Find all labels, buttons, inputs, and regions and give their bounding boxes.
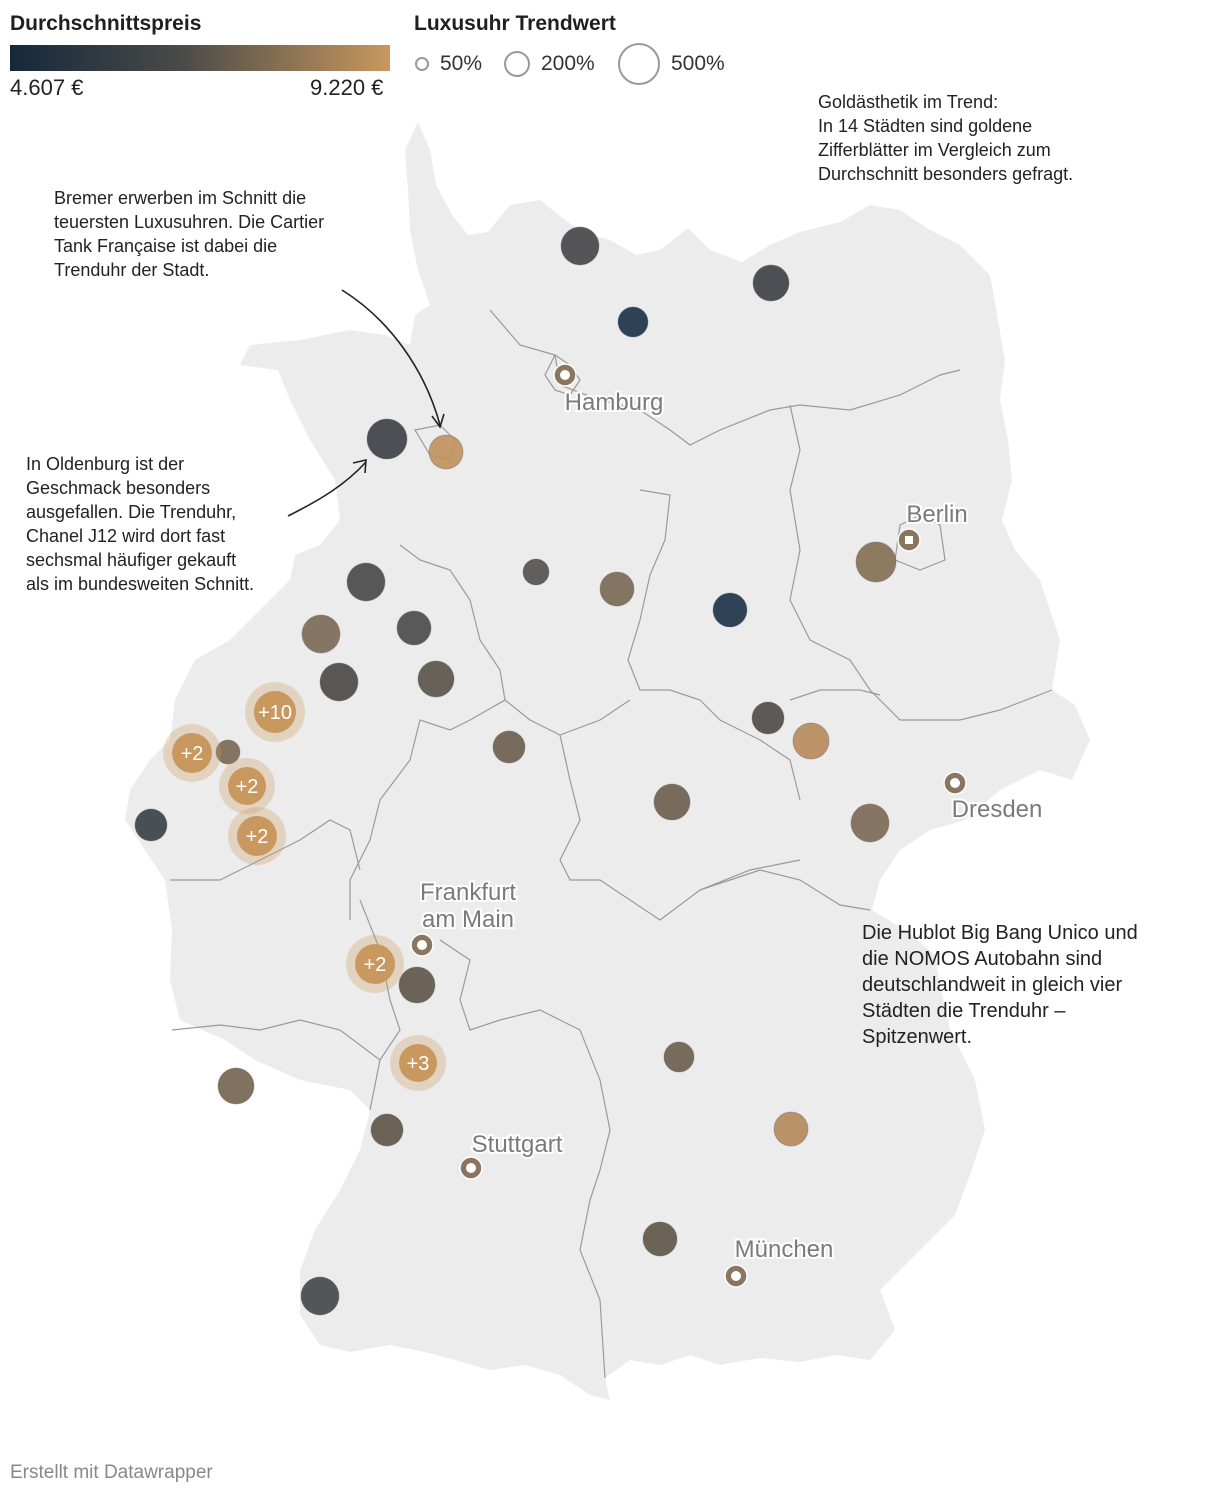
data-point-12 xyxy=(396,610,432,646)
annotation-arrow-bremen xyxy=(341,289,441,426)
size-legend-label-medium: 200% xyxy=(541,52,595,75)
annotation-hublot: Die Hublot Big Bang Unico und die NOMOS … xyxy=(862,922,1138,1048)
annotation-arrow-oldenburg xyxy=(287,461,367,517)
data-point-9 xyxy=(712,592,748,628)
data-point-15 xyxy=(751,701,785,735)
city-label-frankfurt-2: am Main xyxy=(422,906,514,933)
data-point-25 xyxy=(217,1067,255,1105)
size-legend-circle-medium xyxy=(504,51,530,77)
size-legend-label-small: 50% xyxy=(440,52,483,75)
data-point-23 xyxy=(663,1041,695,1073)
data-point-24 xyxy=(773,1111,809,1147)
data-point-27 xyxy=(642,1221,678,1257)
city-marker-center-münchen xyxy=(731,1271,741,1281)
data-point-4 xyxy=(366,418,408,460)
cluster-label-1: +10 xyxy=(258,702,292,724)
size-legend-label-large: 500% xyxy=(671,52,725,75)
color-legend-min: 4.607 € xyxy=(10,75,84,100)
annotation-oldenburg: In Oldenburg ist der Geschmack besonders… xyxy=(26,454,255,594)
data-point-21 xyxy=(850,803,890,843)
annotation-arrowhead-bremen xyxy=(431,413,445,429)
cluster-label-3: +2 xyxy=(236,776,259,798)
germany-land xyxy=(125,122,1090,1400)
cluster-circle-6 xyxy=(399,1044,437,1082)
cluster-label-4: +2 xyxy=(246,826,269,848)
cluster-label-5: +2 xyxy=(364,954,387,976)
size-legend-circle-small xyxy=(415,57,429,71)
data-point-17 xyxy=(492,730,526,764)
data-point-16 xyxy=(792,722,830,760)
city-label-münchen: München xyxy=(735,1236,834,1263)
footer-credit: Erstellt mit Datawrapper xyxy=(10,1462,213,1483)
city-marker-center-berlin xyxy=(905,536,913,544)
data-point-11 xyxy=(301,614,341,654)
data-point-26 xyxy=(370,1113,404,1147)
city-marker-center-frankfurt xyxy=(417,940,427,950)
city-label-dresden: Dresden xyxy=(952,796,1043,823)
data-point-7 xyxy=(522,558,550,586)
size-legend-title: Luxusuhr Trendwert xyxy=(414,12,616,35)
city-label-berlin: Berlin xyxy=(906,501,967,528)
data-point-20 xyxy=(653,783,691,821)
cluster-circle-3 xyxy=(228,767,266,805)
color-legend-max: 9.220 € xyxy=(310,75,384,100)
annotation-arrowhead-oldenburg xyxy=(352,458,367,474)
color-legend-title: Durchschnittspreis xyxy=(10,12,202,35)
data-point-22 xyxy=(398,966,436,1004)
data-point-28 xyxy=(300,1276,340,1316)
data-point-13 xyxy=(319,662,359,702)
color-gradient-bar xyxy=(10,45,390,71)
cluster-label-6: +3 xyxy=(407,1053,430,1075)
data-point-19 xyxy=(134,808,168,842)
city-marker-center-hamburg xyxy=(560,370,570,380)
data-point-8 xyxy=(599,571,635,607)
city-marker-center-stuttgart xyxy=(466,1163,476,1173)
city-label-frankfurt-1: Frankfurt xyxy=(420,879,516,906)
cluster-label-2: +2 xyxy=(181,743,204,765)
data-point-2 xyxy=(752,264,790,302)
annotation-bremen: Bremer erwerben im Schnitt die teuersten… xyxy=(54,188,325,280)
cluster-circle-2 xyxy=(172,733,212,773)
city-label-hamburg: Hamburg xyxy=(565,389,664,416)
data-point-3 xyxy=(617,306,649,338)
cluster-circle-5 xyxy=(355,944,395,984)
state-borders xyxy=(170,309,1053,1379)
size-legend-circle-large xyxy=(618,43,660,85)
data-point-6 xyxy=(346,562,386,602)
data-point-18 xyxy=(215,739,241,765)
data-point-5 xyxy=(428,434,464,470)
city-marker-center-dresden xyxy=(950,778,960,788)
data-point-1 xyxy=(560,226,600,266)
city-label-stuttgart: Stuttgart xyxy=(472,1131,563,1158)
data-point-14 xyxy=(417,660,455,698)
cluster-circle-4 xyxy=(237,816,277,856)
cluster-circle-1 xyxy=(254,691,296,733)
annotation-gold: Goldästhetik im Trend: In 14 Städten sin… xyxy=(818,92,1074,184)
data-point-10 xyxy=(855,541,897,583)
